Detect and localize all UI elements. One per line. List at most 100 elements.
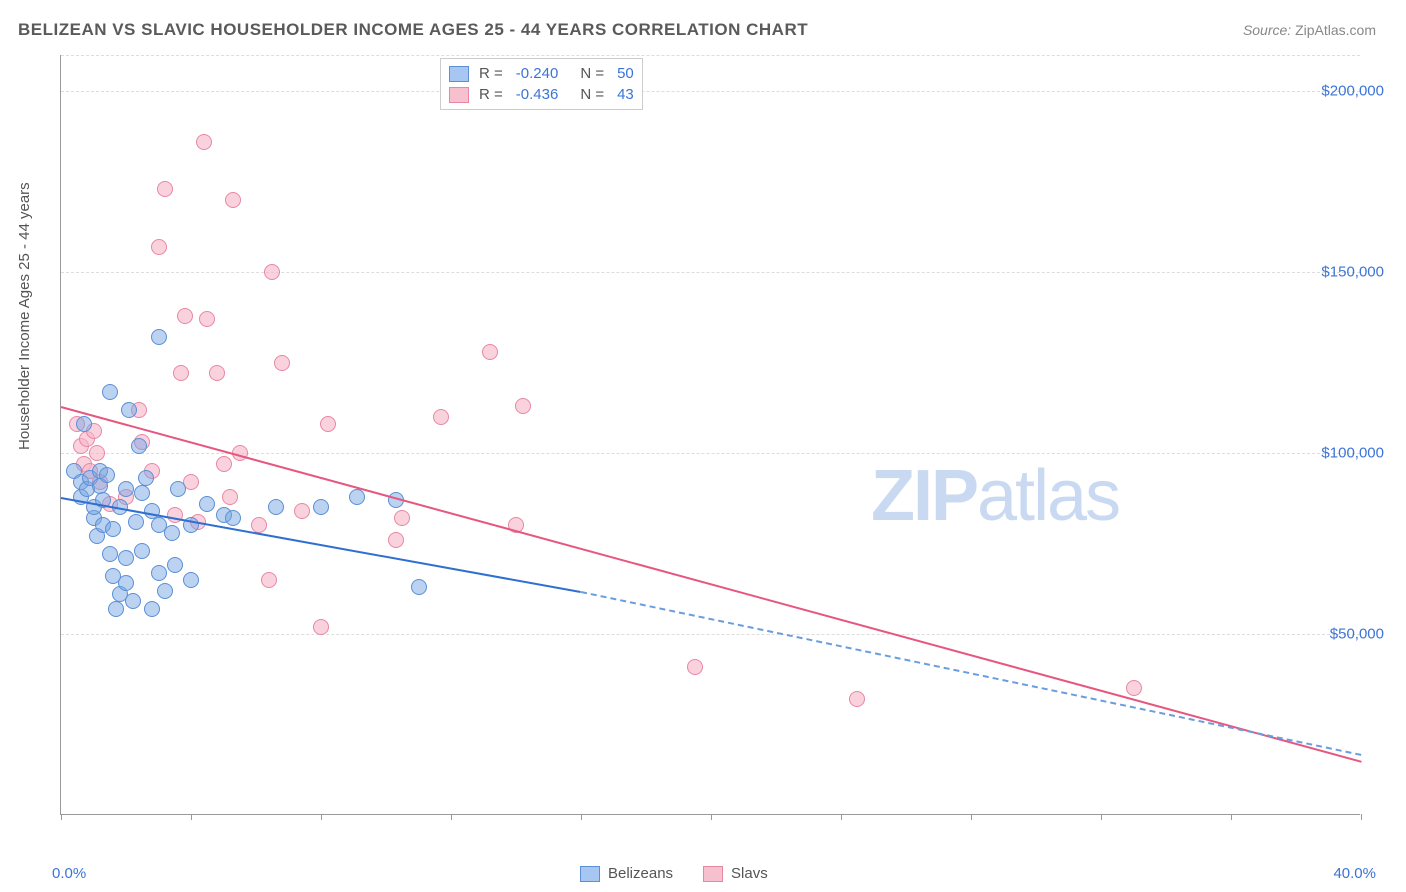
scatter-point-belizeans bbox=[125, 593, 141, 609]
scatter-point-belizeans bbox=[99, 467, 115, 483]
gridline bbox=[61, 55, 1360, 56]
scatter-point-belizeans bbox=[102, 384, 118, 400]
watermark: ZIPatlas bbox=[871, 455, 1119, 537]
n-label: N = bbox=[580, 86, 604, 103]
n-value-slavs: 43 bbox=[617, 86, 634, 103]
scatter-point-slavs bbox=[320, 416, 336, 432]
scatter-point-belizeans bbox=[102, 546, 118, 562]
scatter-point-slavs bbox=[151, 239, 167, 255]
y-tick-label: $150,000 bbox=[1321, 264, 1384, 281]
scatter-point-slavs bbox=[199, 311, 215, 327]
x-tick bbox=[1231, 814, 1232, 820]
legend-row-belizeans: R = -0.240 N = 50 bbox=[449, 63, 634, 84]
scatter-point-slavs bbox=[225, 192, 241, 208]
scatter-point-belizeans bbox=[199, 496, 215, 512]
scatter-point-belizeans bbox=[131, 438, 147, 454]
scatter-point-slavs bbox=[209, 365, 225, 381]
swatch-slavs bbox=[703, 866, 723, 882]
scatter-point-slavs bbox=[394, 510, 410, 526]
x-tick bbox=[1361, 814, 1362, 820]
n-label: N = bbox=[580, 65, 604, 82]
y-tick-label: $200,000 bbox=[1321, 83, 1384, 100]
scatter-point-slavs bbox=[313, 619, 329, 635]
scatter-point-belizeans bbox=[134, 543, 150, 559]
scatter-point-belizeans bbox=[225, 510, 241, 526]
scatter-point-slavs bbox=[216, 456, 232, 472]
scatter-point-slavs bbox=[294, 503, 310, 519]
x-tick bbox=[451, 814, 452, 820]
series-legend: Belizeans Slavs bbox=[580, 865, 768, 882]
r-label: R = bbox=[479, 65, 503, 82]
scatter-point-belizeans bbox=[151, 329, 167, 345]
scatter-point-belizeans bbox=[144, 601, 160, 617]
scatter-point-belizeans bbox=[105, 521, 121, 537]
scatter-point-slavs bbox=[274, 355, 290, 371]
scatter-point-slavs bbox=[264, 264, 280, 280]
scatter-point-slavs bbox=[388, 532, 404, 548]
scatter-point-belizeans bbox=[121, 402, 137, 418]
gridline bbox=[61, 453, 1360, 454]
scatter-point-belizeans bbox=[108, 601, 124, 617]
scatter-point-belizeans bbox=[313, 499, 329, 515]
legend-item-slavs: Slavs bbox=[703, 865, 768, 882]
scatter-point-belizeans bbox=[167, 557, 183, 573]
scatter-point-slavs bbox=[849, 691, 865, 707]
scatter-point-belizeans bbox=[138, 470, 154, 486]
scatter-point-belizeans bbox=[118, 481, 134, 497]
scatter-point-slavs bbox=[482, 344, 498, 360]
scatter-point-slavs bbox=[177, 308, 193, 324]
scatter-point-slavs bbox=[433, 409, 449, 425]
x-tick bbox=[321, 814, 322, 820]
scatter-point-belizeans bbox=[164, 525, 180, 541]
x-tick bbox=[61, 814, 62, 820]
gridline bbox=[61, 91, 1360, 92]
scatter-point-belizeans bbox=[76, 416, 92, 432]
scatter-point-belizeans bbox=[151, 565, 167, 581]
scatter-point-slavs bbox=[515, 398, 531, 414]
scatter-point-belizeans bbox=[118, 550, 134, 566]
scatter-point-slavs bbox=[89, 445, 105, 461]
x-tick bbox=[971, 814, 972, 820]
scatter-point-slavs bbox=[196, 134, 212, 150]
scatter-point-belizeans bbox=[411, 579, 427, 595]
source-label: Source: bbox=[1243, 22, 1291, 38]
x-tick bbox=[841, 814, 842, 820]
gridline bbox=[61, 272, 1360, 273]
scatter-point-slavs bbox=[261, 572, 277, 588]
legend-label-belizeans: Belizeans bbox=[608, 865, 673, 882]
scatter-point-slavs bbox=[173, 365, 189, 381]
r-label: R = bbox=[479, 86, 503, 103]
scatter-point-belizeans bbox=[349, 489, 365, 505]
x-tick bbox=[191, 814, 192, 820]
y-tick-label: $50,000 bbox=[1330, 626, 1384, 643]
scatter-point-belizeans bbox=[170, 481, 186, 497]
r-value-slavs: -0.436 bbox=[516, 86, 559, 103]
x-axis-min-label: 0.0% bbox=[52, 865, 86, 882]
scatter-point-belizeans bbox=[134, 485, 150, 501]
scatter-point-belizeans bbox=[268, 499, 284, 515]
scatter-point-slavs bbox=[222, 489, 238, 505]
scatter-point-slavs bbox=[157, 181, 173, 197]
scatter-point-belizeans bbox=[118, 575, 134, 591]
trend-line-slavs bbox=[61, 406, 1362, 763]
y-axis-label: Householder Income Ages 25 - 44 years bbox=[16, 182, 33, 450]
r-value-belizeans: -0.240 bbox=[516, 65, 559, 82]
y-tick-label: $100,000 bbox=[1321, 445, 1384, 462]
swatch-belizeans bbox=[449, 66, 469, 82]
watermark-atlas: atlas bbox=[977, 456, 1119, 536]
swatch-slavs bbox=[449, 87, 469, 103]
scatter-point-slavs bbox=[687, 659, 703, 675]
x-tick bbox=[711, 814, 712, 820]
chart-title: BELIZEAN VS SLAVIC HOUSEHOLDER INCOME AG… bbox=[18, 20, 808, 40]
n-value-belizeans: 50 bbox=[617, 65, 634, 82]
scatter-point-belizeans bbox=[183, 572, 199, 588]
chart-plot-area: ZIPatlas bbox=[60, 55, 1360, 815]
scatter-point-belizeans bbox=[128, 514, 144, 530]
legend-label-slavs: Slavs bbox=[731, 865, 768, 882]
source-credit: Source: ZipAtlas.com bbox=[1243, 22, 1376, 38]
swatch-belizeans bbox=[580, 866, 600, 882]
x-tick bbox=[581, 814, 582, 820]
source-name: ZipAtlas.com bbox=[1295, 22, 1376, 38]
correlation-legend: R = -0.240 N = 50 R = -0.436 N = 43 bbox=[440, 58, 643, 110]
scatter-point-belizeans bbox=[157, 583, 173, 599]
